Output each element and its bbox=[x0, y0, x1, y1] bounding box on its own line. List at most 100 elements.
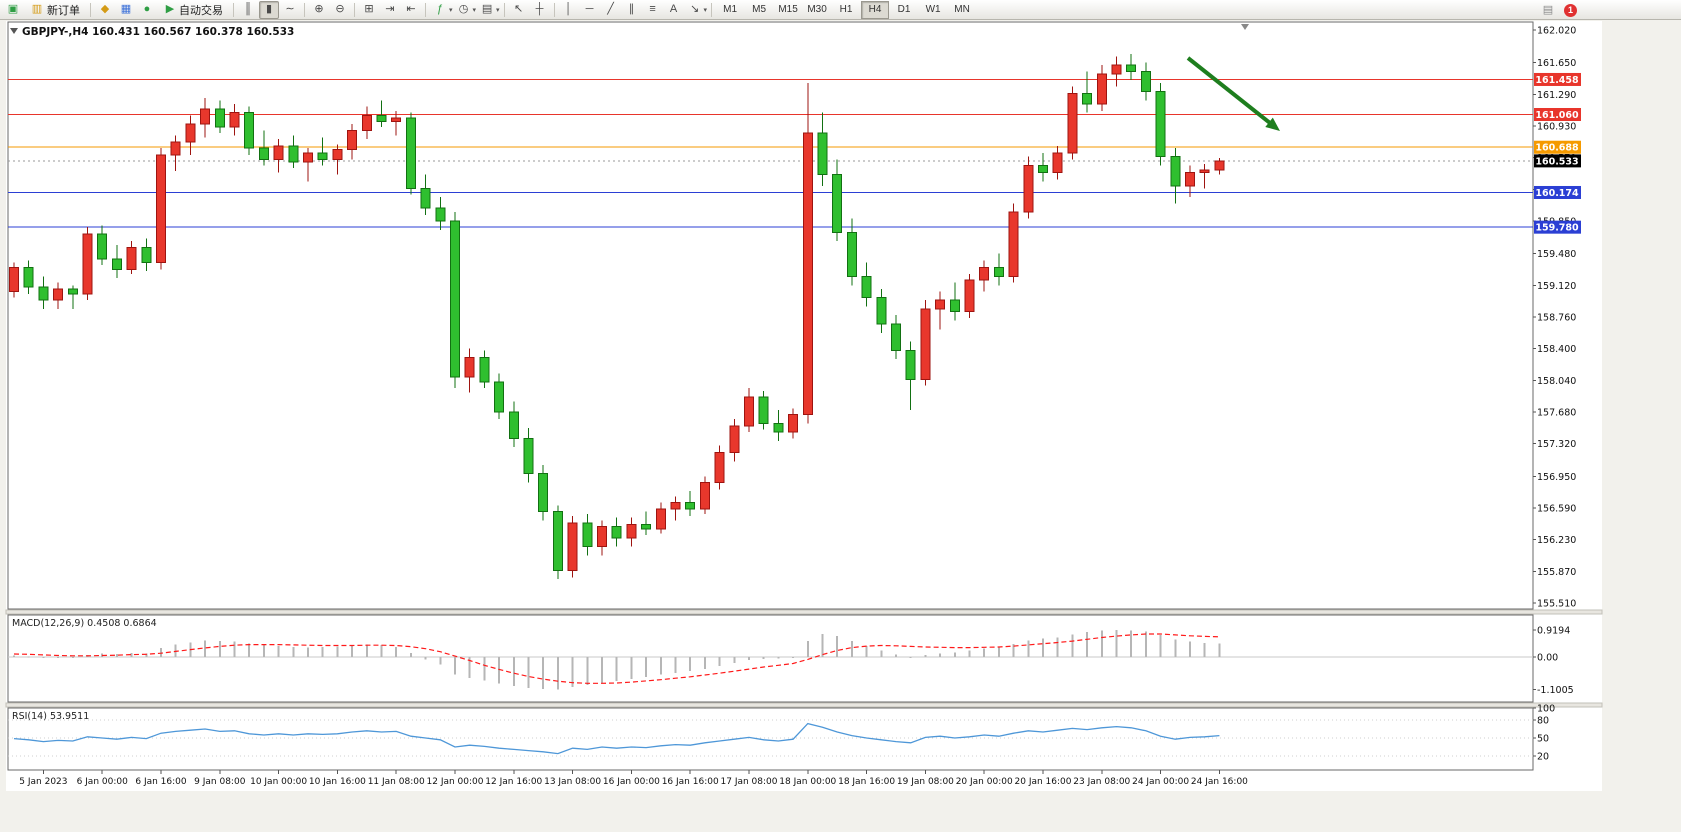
trendline-icon[interactable]: ╱ bbox=[607, 3, 614, 15]
indicators-dropdown-caret[interactable]: ▾ bbox=[449, 6, 453, 14]
indicators-icon[interactable]: ƒ bbox=[436, 3, 444, 15]
candle-body bbox=[1008, 211, 1019, 277]
arrows-tool-icon[interactable]: ↘ bbox=[689, 3, 700, 15]
candlestick-chart-icon[interactable]: ▮ bbox=[259, 0, 279, 19]
tile-windows-icon[interactable]: ⊞ bbox=[364, 3, 374, 15]
candle-body bbox=[670, 502, 681, 510]
rsi-axis-tick: 80 bbox=[1537, 716, 1549, 727]
price-line-label[interactable]: 160.688 bbox=[1534, 140, 1581, 154]
timeframe-m1[interactable]: M1 bbox=[723, 4, 738, 15]
timeframe-w1[interactable]: W1 bbox=[925, 4, 941, 15]
text-tool-icon[interactable]: A bbox=[669, 3, 678, 15]
channel-icon[interactable]: ∥ bbox=[628, 3, 635, 15]
auto-trading-button[interactable]: ▶ 自动交易 bbox=[158, 1, 229, 18]
candle-body bbox=[582, 522, 593, 548]
new-order-button[interactable]: ▥ 新订单 bbox=[24, 1, 86, 18]
periods-dropdown-caret[interactable]: ▾ bbox=[472, 6, 477, 14]
notification-badge[interactable]: 1 bbox=[1564, 3, 1577, 17]
candle-body bbox=[876, 297, 887, 325]
new-order-label: 新订单 bbox=[47, 4, 80, 17]
timeframe-m5[interactable]: M5 bbox=[752, 4, 767, 15]
macd-axis-tick: 0.00 bbox=[1537, 653, 1558, 664]
new-chart-icon[interactable]: ▣ bbox=[7, 3, 19, 15]
auto-scroll-icon[interactable]: ⇥ bbox=[385, 3, 395, 15]
candle-body bbox=[1214, 160, 1225, 171]
candle-body bbox=[699, 481, 710, 510]
candle-body bbox=[1096, 73, 1107, 105]
trend-arrow[interactable] bbox=[1186, 56, 1280, 131]
y-axis-tick: 158.040 bbox=[1537, 376, 1576, 387]
y-axis-tick: 158.400 bbox=[1537, 344, 1576, 355]
auto-trading-play-icon: ▶ bbox=[165, 3, 175, 15]
time-axis-label: 10 Jan 16:00 bbox=[309, 777, 366, 787]
candle-body bbox=[273, 145, 284, 160]
candle-body bbox=[464, 356, 475, 378]
horizontal-lines[interactable] bbox=[8, 78, 1533, 228]
candle-body bbox=[626, 524, 637, 539]
candle-body bbox=[9, 267, 19, 292]
market-watch-icon[interactable]: ◆ bbox=[100, 3, 110, 15]
rsi-line bbox=[13, 722, 1220, 755]
candle-body bbox=[773, 422, 784, 433]
horizontal-line-icon[interactable]: ─ bbox=[585, 3, 594, 15]
candle-body bbox=[288, 145, 299, 163]
rsi-axis-tick: 100 bbox=[1537, 704, 1555, 715]
time-axis-label: 10 Jan 00:00 bbox=[250, 777, 307, 787]
print-icon[interactable]: ▤ bbox=[1542, 3, 1554, 16]
chart-shift-marker[interactable] bbox=[1241, 24, 1249, 30]
candle-body bbox=[23, 267, 34, 288]
timeframe-d1[interactable]: D1 bbox=[897, 4, 911, 15]
line-chart-icon[interactable]: ∼ bbox=[285, 3, 295, 15]
collapse-triangle-icon[interactable] bbox=[10, 28, 18, 34]
timeframe-mn[interactable]: MN bbox=[954, 4, 970, 15]
price-axis[interactable]: 162.020161.650161.290160.930160.570160.2… bbox=[1533, 26, 1576, 610]
time-axis[interactable]: 5 Jan 2023 6 Jan 00:00 6 Jan 16:00 9 Jan 08… bbox=[19, 770, 1248, 787]
current-price-label[interactable]: 160.533 bbox=[1534, 154, 1581, 168]
timeframe-m30[interactable]: M30 bbox=[807, 4, 827, 15]
price-line-label[interactable]: 161.458 bbox=[1534, 72, 1581, 86]
templates-dropdown-caret[interactable]: ▾ bbox=[496, 6, 500, 14]
arrows-dropdown-caret[interactable]: ▾ bbox=[703, 6, 708, 14]
candle-body bbox=[685, 502, 696, 510]
svg-text:161.060: 161.060 bbox=[1535, 110, 1579, 121]
time-axis-label: 18 Jan 16:00 bbox=[838, 777, 895, 787]
toolbar-separator bbox=[503, 2, 505, 17]
crosshair-icon[interactable]: ┼ bbox=[535, 3, 544, 15]
candle-body bbox=[200, 108, 211, 125]
price-line-label[interactable]: 160.174 bbox=[1534, 185, 1581, 199]
new-order-icon: ▥ bbox=[31, 3, 43, 15]
candle-body bbox=[935, 299, 946, 310]
time-axis-label: 19 Jan 08:00 bbox=[897, 777, 954, 787]
candle-body bbox=[494, 381, 505, 413]
toolbar-separator bbox=[354, 2, 355, 17]
cursor-icon[interactable]: ↖ bbox=[513, 3, 524, 15]
navigator-icon[interactable]: ● bbox=[143, 3, 151, 15]
timeframe-h1[interactable]: H1 bbox=[839, 4, 853, 15]
zoom-out-icon[interactable]: ⊖ bbox=[335, 3, 345, 15]
candle-body bbox=[111, 258, 122, 270]
svg-text:160.688: 160.688 bbox=[1535, 143, 1579, 154]
timeframe-m15[interactable]: M15 bbox=[778, 4, 798, 15]
fibonacci-icon[interactable]: ≡ bbox=[649, 3, 656, 15]
candle-body bbox=[1023, 165, 1034, 213]
candle-body bbox=[949, 299, 960, 313]
vertical-line-icon[interactable]: │ bbox=[565, 3, 572, 15]
data-window-icon[interactable]: ▦ bbox=[120, 3, 132, 15]
chart-shift-icon[interactable]: ⇤ bbox=[406, 3, 416, 15]
price-chart-canvas[interactable]: 162.020161.650161.290160.930160.570160.2… bbox=[0, 21, 1681, 827]
periods-icon[interactable]: ◷ bbox=[458, 3, 469, 15]
candle-body bbox=[1170, 156, 1181, 187]
y-axis-tick: 155.510 bbox=[1537, 599, 1576, 610]
templates-icon[interactable]: ▤ bbox=[481, 3, 493, 15]
rsi-axis-tick: 50 bbox=[1537, 734, 1549, 745]
bar-chart-icon[interactable]: ║ bbox=[244, 3, 252, 15]
price-line-label[interactable]: 161.060 bbox=[1534, 107, 1581, 121]
candle-body bbox=[964, 279, 975, 313]
zoom-in-icon[interactable]: ⊕ bbox=[314, 3, 324, 15]
candle-body bbox=[846, 231, 857, 277]
timeframe-h4[interactable]: H4 bbox=[861, 0, 890, 19]
price-line-label[interactable]: 159.780 bbox=[1534, 220, 1581, 234]
candle-body bbox=[97, 233, 108, 260]
candle-body bbox=[1155, 91, 1166, 158]
